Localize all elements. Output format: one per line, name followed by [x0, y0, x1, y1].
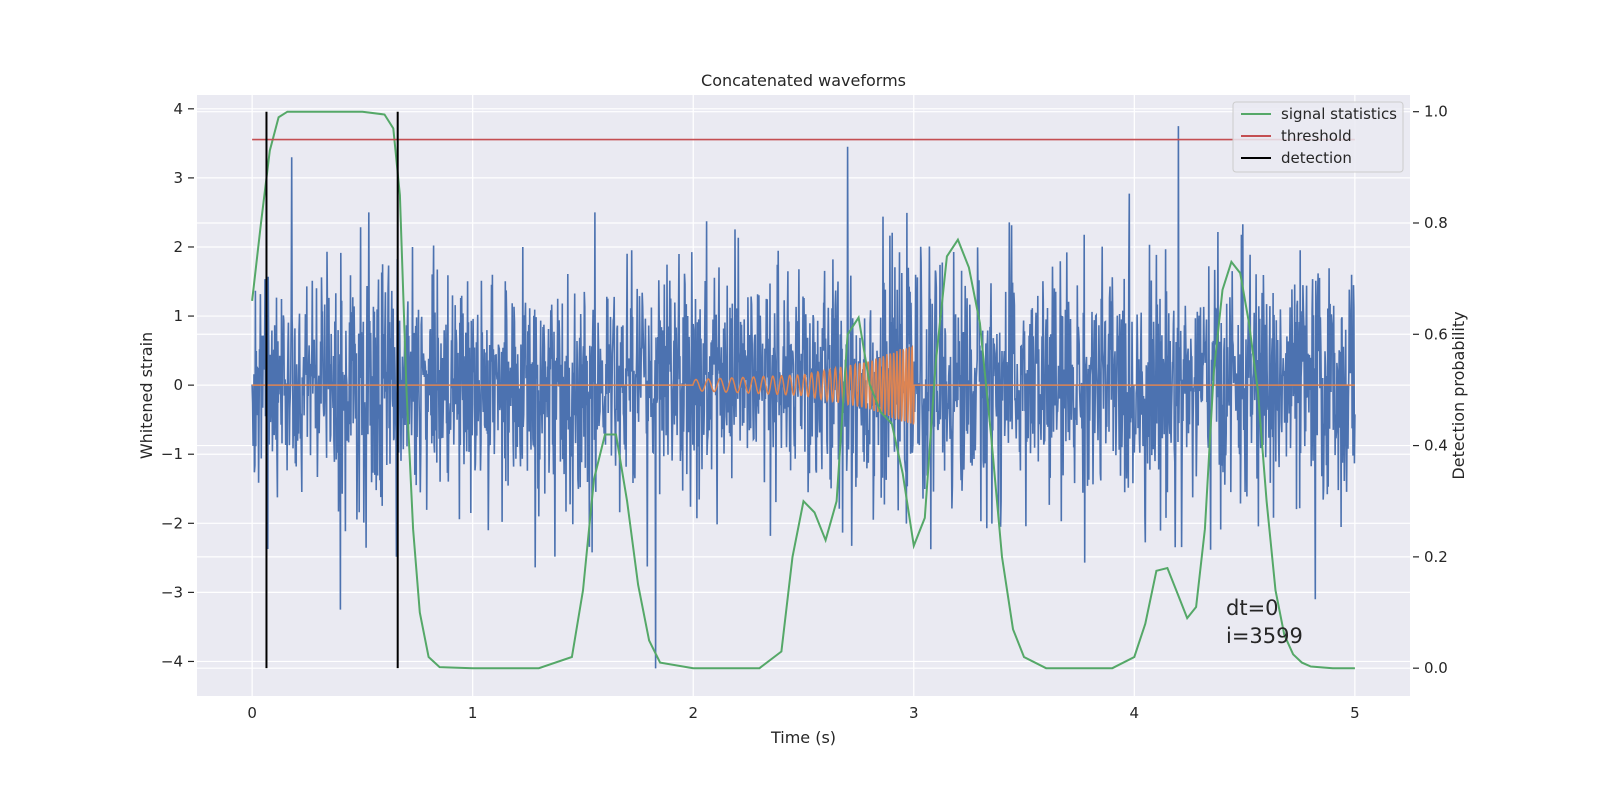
- legend-entry-signal-statistics: signal statistics: [1281, 105, 1397, 123]
- series-line-waveform: [252, 344, 1355, 425]
- chart-title: Concatenated waveforms: [701, 71, 906, 90]
- y2-axis-label: Detection probability: [1449, 311, 1468, 479]
- y-tick-label: −4: [161, 652, 183, 670]
- series-line-whitened-strain: [251, 126, 1356, 669]
- x-axis-ticks: 0 1 2 3 4 5: [247, 704, 1359, 722]
- y-tick-label: −1: [161, 445, 183, 463]
- plot-series: [251, 110, 1356, 670]
- y-tick-label: 1: [173, 307, 183, 325]
- detection-lines: [265, 111, 399, 669]
- x-axis-label: Time (s): [770, 728, 836, 747]
- y-tick-label: 4: [173, 100, 183, 118]
- y2-tick-label: 0.0: [1424, 659, 1448, 677]
- y-tick-label: 0: [173, 376, 183, 394]
- y2-tick-label: 0.6: [1424, 325, 1448, 343]
- legend: signal statistics threshold detection: [1232, 101, 1404, 173]
- y2-tick-label: 0.8: [1424, 214, 1448, 232]
- y-tick-label: −2: [161, 514, 183, 532]
- y2-axis-ticks: 1.0 0.8 0.6 0.4 0.2 0.0: [1413, 103, 1448, 677]
- x-tick-label: 4: [1130, 704, 1140, 722]
- y2-tick-label: 1.0: [1424, 103, 1448, 121]
- x-tick-label: 0: [247, 704, 257, 722]
- y-tick-label: 3: [173, 169, 183, 187]
- series-line-signal-statistics: [251, 110, 1355, 670]
- x-tick-label: 5: [1350, 704, 1360, 722]
- x-tick-label: 1: [468, 704, 478, 722]
- annotation-dt: dt=0: [1226, 596, 1279, 620]
- y2-tick-label: 0.2: [1424, 548, 1448, 566]
- legend-entry-threshold: threshold: [1281, 127, 1352, 145]
- y-axis-ticks: 4 3 2 1 0 −1 −2 −3 −4: [161, 100, 194, 670]
- legend-box: [1232, 101, 1404, 173]
- y-tick-label: −3: [161, 583, 183, 601]
- annotation-i: i=3599: [1226, 624, 1303, 648]
- y-tick-label: 2: [173, 238, 183, 256]
- legend-entry-detection: detection: [1281, 149, 1352, 167]
- x-tick-label: 2: [688, 704, 698, 722]
- y-axis-label: Whitened strain: [137, 332, 156, 459]
- x-tick-label: 3: [909, 704, 919, 722]
- y2-tick-label: 0.4: [1424, 437, 1448, 455]
